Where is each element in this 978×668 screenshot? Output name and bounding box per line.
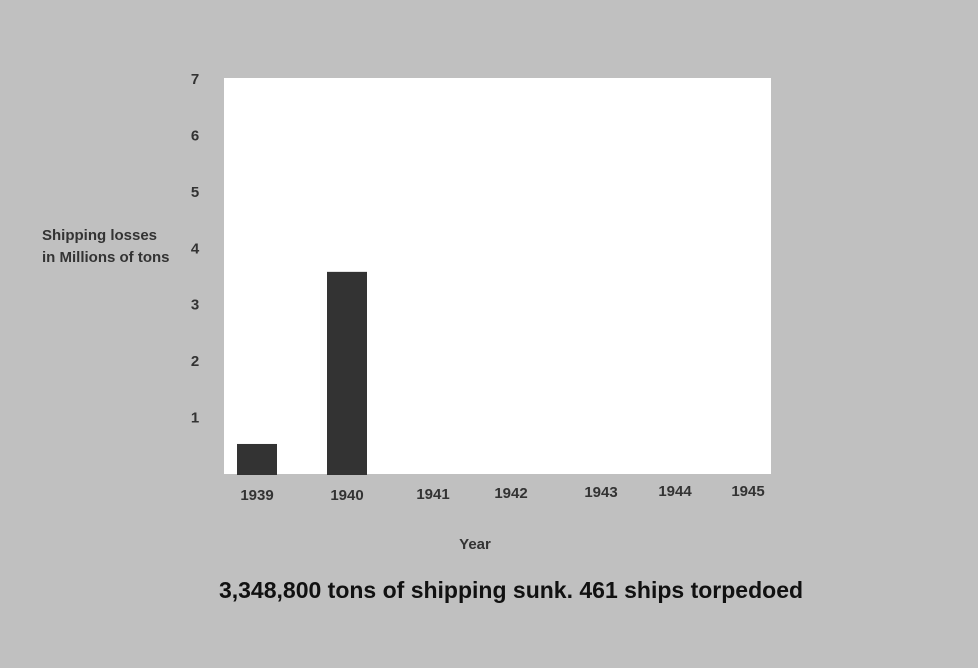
x-tick-label: 1944: [658, 483, 692, 500]
x-tick-label: 1939: [240, 487, 273, 504]
y-axis-label: Shipping losses: [42, 227, 157, 244]
x-tick-label: 1945: [731, 483, 764, 500]
y-tick-label: 1: [191, 410, 199, 427]
x-tick-label: 1943: [584, 484, 617, 501]
y-tick-label: 4: [191, 240, 200, 257]
y-tick-label: 5: [191, 184, 199, 201]
plot-area: [224, 78, 771, 474]
x-axis-label: Year: [459, 536, 491, 553]
y-tick-label: 7: [191, 71, 199, 88]
y-tick-label: 2: [191, 353, 199, 370]
bar: [327, 271, 367, 475]
x-tick-label: 1942: [494, 485, 527, 502]
caption: 3,348,800 tons of shipping sunk. 461 shi…: [219, 577, 803, 603]
x-tick-label: 1940: [330, 487, 363, 504]
bar: [237, 443, 277, 475]
y-tick-label: 3: [191, 297, 199, 314]
y-axis-label: in Millions of tons: [42, 249, 170, 266]
y-tick-label: 6: [191, 127, 199, 144]
x-tick-label: 1941: [416, 486, 449, 503]
